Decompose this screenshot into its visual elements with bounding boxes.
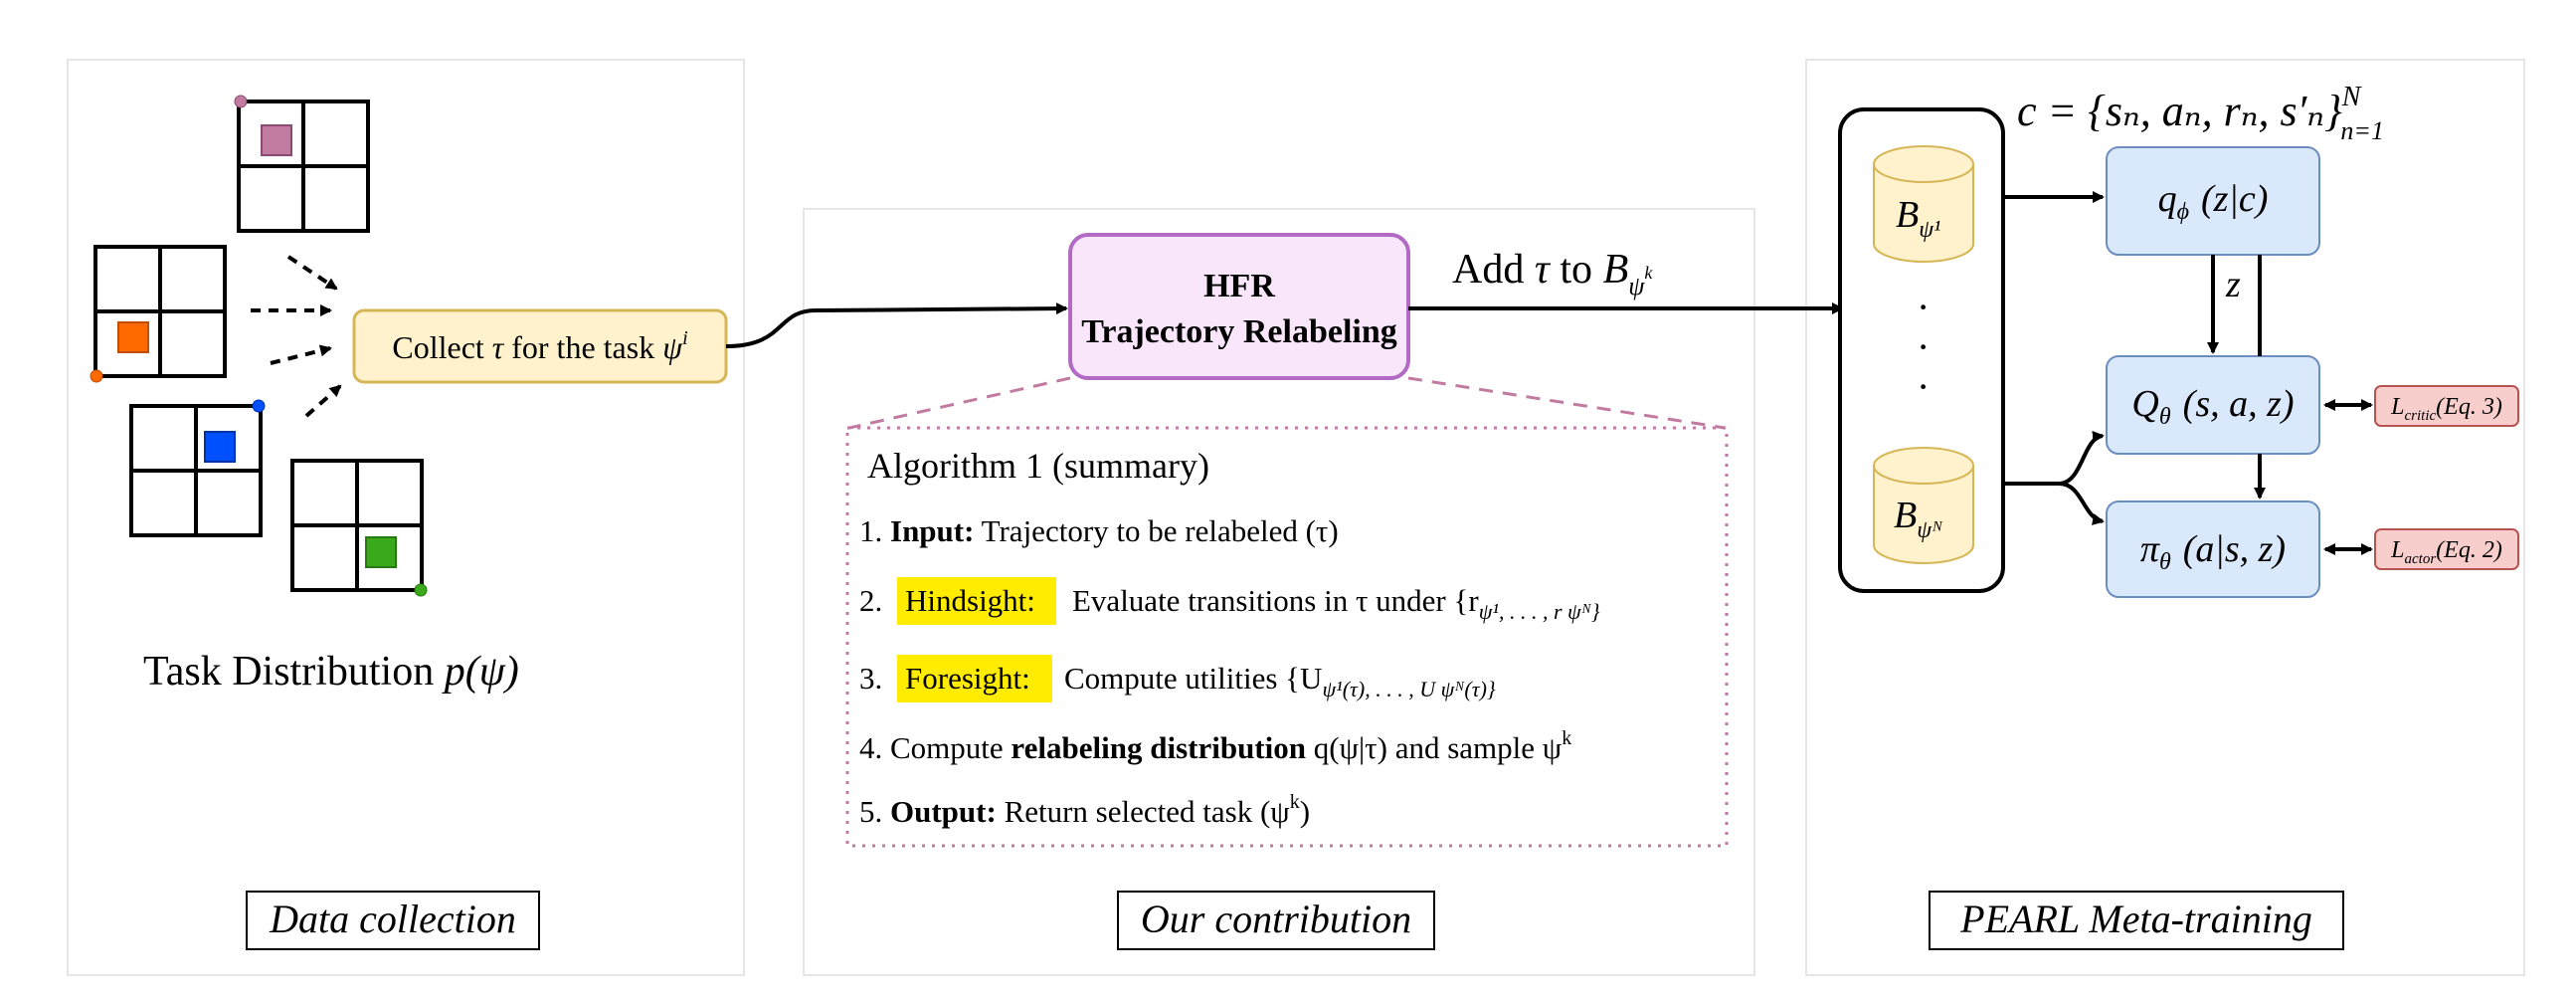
task-distribution-label: Task Distribution p(ψ) <box>143 649 519 695</box>
svg-text:3. Foresight: Comp: 3. Foresight: Compute utilities {Uψ¹(τ),… <box>859 661 1496 701</box>
goal-dot-orange <box>90 369 103 383</box>
svg-text:1. Input: Trajecto: 1. Input: Trajectory to be relabeled (τ) <box>859 513 1339 548</box>
foresight-highlight <box>897 655 1052 702</box>
buffer-dots: · · · <box>1917 285 1930 409</box>
caption-box-data-collection <box>246 891 540 950</box>
svg-text:2. Hindsight: Eval: 2. Hindsight: Evaluate transitions in τ … <box>859 583 1600 624</box>
goal-square-pink <box>261 124 292 156</box>
svg-text:Bψ¹: Bψ¹ <box>1896 194 1940 243</box>
arrow-buffer-to-actor <box>2058 482 2105 525</box>
buffer-cylinder-bottom: Bψᴺ <box>1873 447 1974 564</box>
dashed-arrows <box>251 255 342 418</box>
goal-dot-pink <box>234 95 248 108</box>
buffer-cylinder-top: Bψ¹ <box>1873 145 1974 263</box>
svg-text:5. Output: Return: 5. Output: Return selected task (ψk) <box>859 791 1310 829</box>
algorithm-step-3: 3. Foresight: Compute utilities {Uψ¹(τ),… <box>859 655 1496 702</box>
panel-data-collection <box>67 59 745 976</box>
task-grid-blue <box>129 399 266 537</box>
goal-square-orange <box>117 321 149 353</box>
algorithm-box <box>845 426 1729 848</box>
arrow-buffer-to-critic <box>2003 431 2105 486</box>
caption-box-pearl <box>1929 891 2344 950</box>
loss-critic-box <box>2374 385 2519 427</box>
task-grid-pink <box>234 95 370 233</box>
algorithm-title: Algorithm 1 (summary) <box>867 446 1209 486</box>
collect-label: Collect τ for the task ψi <box>392 327 687 365</box>
context-label: c = {sₙ, aₙ, rₙ, s′ₙ}N n=1 <box>2017 82 2384 145</box>
actor-box <box>2106 500 2320 598</box>
arrow-collect-to-hfr <box>725 302 1068 348</box>
zoom-line-right <box>1407 376 1726 430</box>
svg-text:Bψᴺ: Bψᴺ <box>1894 495 1943 543</box>
goal-dot-blue <box>252 399 266 413</box>
task-grid-green <box>290 459 428 597</box>
actor-label: πθ (a|s, z) <box>2140 528 2286 575</box>
svg-text:4. Compute relabel: 4. Compute relabeling distribution q(ψ|τ… <box>859 727 1571 765</box>
goal-dot-green <box>414 583 428 597</box>
panel-pearl <box>1805 59 2525 976</box>
hfr-title: HFR <box>1203 268 1275 304</box>
critic-label: Qθ (s, a, z) <box>2131 383 2294 430</box>
algorithm-step-2: 2. Hindsight: Evaluate transitions in τ … <box>859 577 1600 625</box>
svg-text:·: · <box>1917 364 1930 409</box>
goal-square-green <box>365 536 397 568</box>
loss-critic-label: Lcritic(Eq. 3) <box>2390 394 2502 424</box>
zoom-line-left <box>848 376 1071 430</box>
caption-pearl: PEARL Meta-training <box>1959 897 2312 941</box>
loss-actor-box <box>2374 528 2519 570</box>
caption-our-contribution: Our contribution <box>1141 897 1411 941</box>
algorithm-step-4: 4. Compute relabeling distribution q(ψ|τ… <box>859 727 1571 765</box>
algorithm-step-5: 5. Output: Return selected task (ψk) <box>859 791 1310 829</box>
svg-text:·: · <box>1917 285 1930 329</box>
hindsight-highlight <box>897 577 1056 625</box>
caption-data-collection: Data collection <box>269 897 516 941</box>
svg-text:·: · <box>1917 324 1930 369</box>
encoder-label: qϕ (z|c) <box>2158 178 2269 225</box>
z-label: z <box>2225 264 2241 305</box>
hfr-box <box>1068 233 1410 380</box>
loss-actor-label: Lactor(Eq. 2) <box>2390 537 2502 567</box>
hfr-subtitle: Trajectory Relabeling <box>1081 313 1397 350</box>
goal-square-blue <box>204 431 236 463</box>
task-grid-orange <box>90 245 227 383</box>
add-tau-label: Add τ to Bψk <box>1452 247 1653 300</box>
caption-box-our-contribution <box>1117 891 1435 950</box>
algorithm-step-1: 1. Input: Trajectory to be relabeled (τ) <box>859 513 1339 548</box>
panel-our-contribution <box>803 208 1755 976</box>
critic-box <box>2106 355 2320 455</box>
